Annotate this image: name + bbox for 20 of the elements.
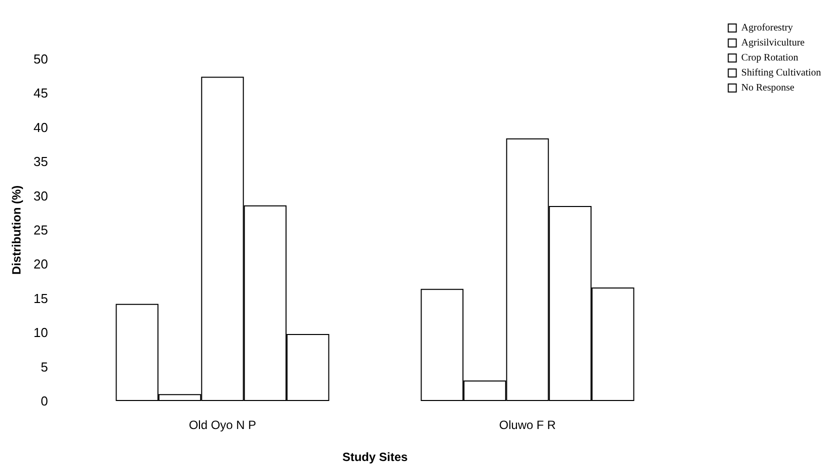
x-axis-title: Study Sites [342, 450, 408, 464]
y-tick-label: 50 [34, 52, 48, 66]
legend-label: Shifting Cultivation [741, 68, 822, 78]
y-tick-label: 5 [40, 359, 48, 374]
legend-label: Crop Rotation [741, 52, 798, 64]
y-tick-label: 25 [34, 222, 48, 238]
x-tick-label: Oluwo F R [499, 418, 556, 432]
legend-label: Agrisilviculture [741, 38, 806, 48]
y-tick-label: 15 [34, 290, 48, 306]
y-axis-title: Distribution (%) [10, 185, 24, 275]
y-tick-label: 30 [34, 188, 48, 204]
y-tick-label: 45 [34, 86, 48, 101]
y-tick-label: 40 [34, 120, 48, 135]
legend-label: No Response [741, 82, 795, 94]
y-tick-label: 35 [34, 154, 48, 170]
y-tick-label: 10 [34, 325, 48, 340]
y-tick-label: 0 [40, 394, 48, 408]
x-tick-label: Old Oyo N P [188, 418, 256, 432]
legend-label: Agroforestry [741, 22, 793, 34]
y-tick-label: 20 [34, 256, 48, 272]
